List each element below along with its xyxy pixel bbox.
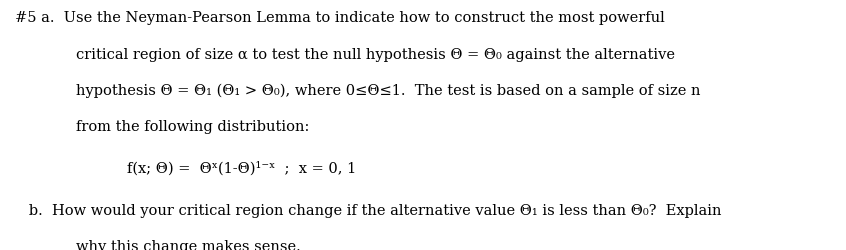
Text: critical region of size α to test the null hypothesis Θ = Θ₀ against the alterna: critical region of size α to test the nu… [76,48,675,62]
Text: hypothesis Θ = Θ₁ (Θ₁ > Θ₀), where 0≤Θ≤1.  The test is based on a sample of size: hypothesis Θ = Θ₁ (Θ₁ > Θ₀), where 0≤Θ≤1… [76,84,700,98]
Text: #5 a.  Use the Neyman-Pearson Lemma to indicate how to construct the most powerf: #5 a. Use the Neyman-Pearson Lemma to in… [15,11,665,25]
Text: why this change makes sense.: why this change makes sense. [76,240,301,250]
Text: b.  How would your critical region change if the alternative value Θ₁ is less th: b. How would your critical region change… [15,204,722,218]
Text: f(x; Θ) =  Θˣ(1-Θ)¹⁻ˣ  ;  x = 0, 1: f(x; Θ) = Θˣ(1-Θ)¹⁻ˣ ; x = 0, 1 [127,161,356,176]
Text: from the following distribution:: from the following distribution: [76,120,310,134]
